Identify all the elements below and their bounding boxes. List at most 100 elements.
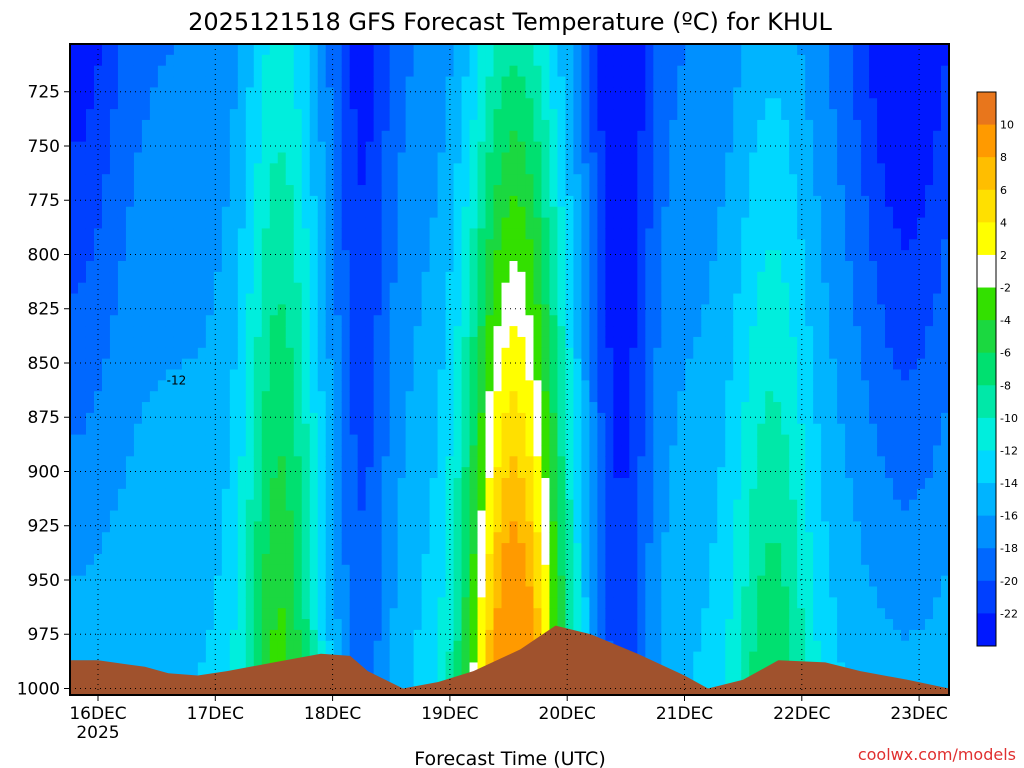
temperature-cell bbox=[581, 423, 591, 436]
temperature-cell bbox=[589, 597, 598, 609]
temperature-cell bbox=[549, 510, 559, 522]
temperature-cell bbox=[285, 629, 295, 642]
temperature-cell bbox=[293, 282, 303, 295]
temperature-cell bbox=[341, 217, 351, 230]
temperature-cell bbox=[621, 521, 630, 533]
temperature-cell bbox=[165, 434, 175, 447]
temperature-cell bbox=[725, 553, 734, 566]
temperature-cell bbox=[269, 575, 279, 588]
temperature-cell bbox=[517, 499, 527, 512]
temperature-cell bbox=[469, 391, 479, 403]
temperature-cell bbox=[70, 141, 79, 154]
temperature-cell bbox=[613, 326, 622, 338]
temperature-cell bbox=[725, 54, 734, 67]
temperature-cell bbox=[477, 553, 487, 566]
temperature-cell bbox=[325, 553, 335, 566]
temperature-cell bbox=[397, 423, 407, 436]
temperature-cell bbox=[181, 597, 191, 609]
temperature-cell bbox=[141, 76, 151, 88]
temperature-cell bbox=[533, 423, 543, 436]
temperature-cell bbox=[637, 163, 646, 175]
temperature-cell bbox=[557, 369, 567, 381]
temperature-cell bbox=[181, 488, 191, 501]
temperature-cell bbox=[685, 456, 694, 468]
temperature-cell bbox=[525, 206, 535, 219]
temperature-cell bbox=[709, 98, 718, 110]
temperature-cell bbox=[333, 521, 343, 533]
temperature-cell bbox=[445, 640, 455, 653]
temperature-cell bbox=[589, 152, 598, 164]
temperature-cell bbox=[133, 597, 143, 609]
temperature-cell bbox=[445, 87, 455, 99]
temperature-cell bbox=[493, 347, 503, 360]
temperature-cell bbox=[189, 98, 199, 110]
temperature-cell bbox=[70, 575, 79, 588]
temperature-cell bbox=[173, 662, 183, 674]
temperature-cell bbox=[581, 467, 591, 479]
temperature-cell bbox=[325, 347, 335, 360]
temperature-cell bbox=[269, 629, 279, 642]
temperature-cell bbox=[141, 315, 151, 327]
temperature-cell bbox=[157, 369, 167, 381]
temperature-cell bbox=[205, 619, 215, 631]
temperature-cell bbox=[525, 445, 535, 457]
temperature-cell bbox=[261, 423, 271, 436]
temperature-cell bbox=[341, 640, 351, 653]
temperature-cell bbox=[317, 629, 327, 642]
temperature-cell bbox=[213, 44, 223, 56]
temperature-cell bbox=[661, 206, 670, 219]
temperature-cell bbox=[293, 640, 303, 653]
temperature-cell bbox=[621, 130, 630, 143]
temperature-cell bbox=[621, 326, 630, 338]
temperature-cell bbox=[237, 217, 247, 230]
temperature-cell bbox=[85, 109, 95, 121]
temperature-cell bbox=[413, 109, 423, 121]
temperature-cell bbox=[301, 445, 311, 457]
temperature-cell bbox=[477, 391, 487, 403]
temperature-cell bbox=[493, 174, 503, 186]
temperature-cell bbox=[149, 109, 159, 121]
temperature-cell bbox=[181, 651, 191, 664]
temperature-cell bbox=[149, 369, 159, 381]
temperature-cell bbox=[557, 553, 567, 566]
temperature-cell bbox=[70, 488, 79, 501]
temperature-cell bbox=[693, 347, 702, 360]
temperature-cell bbox=[565, 543, 575, 555]
temperature-cell bbox=[277, 130, 287, 143]
temperature-cell bbox=[717, 358, 726, 371]
temperature-cell bbox=[125, 109, 135, 121]
temperature-cell bbox=[381, 673, 391, 685]
temperature-cell bbox=[213, 619, 223, 631]
temperature-cell bbox=[197, 217, 207, 230]
temperature-cell bbox=[405, 54, 415, 67]
temperature-cell bbox=[269, 640, 279, 653]
temperature-cell bbox=[509, 304, 519, 316]
temperature-cell bbox=[533, 315, 543, 327]
temperature-cell bbox=[85, 250, 95, 262]
temperature-cell bbox=[589, 423, 598, 436]
temperature-cell bbox=[613, 54, 622, 67]
temperature-cell bbox=[557, 195, 567, 208]
temperature-cell bbox=[173, 575, 183, 588]
temperature-cell bbox=[157, 478, 167, 490]
temperature-cell bbox=[549, 412, 559, 425]
temperature-cell bbox=[197, 629, 207, 642]
temperature-cell bbox=[645, 271, 654, 284]
temperature-cell bbox=[245, 423, 255, 436]
temperature-cell bbox=[85, 488, 95, 501]
temperature-cell bbox=[269, 130, 279, 143]
temperature-cell bbox=[173, 510, 183, 522]
temperature-cell bbox=[141, 228, 151, 240]
temperature-cell bbox=[309, 304, 319, 316]
temperature-cell bbox=[261, 109, 271, 121]
temperature-cell bbox=[245, 445, 255, 457]
temperature-cell bbox=[661, 119, 670, 132]
temperature-cell bbox=[533, 87, 543, 99]
temperature-cell bbox=[77, 423, 87, 436]
temperature-cell bbox=[677, 434, 686, 447]
temperature-cell bbox=[461, 119, 471, 132]
temperature-cell bbox=[149, 65, 159, 78]
temperature-cell bbox=[325, 206, 335, 219]
temperature-cell bbox=[165, 651, 175, 664]
temperature-cell bbox=[557, 608, 567, 620]
